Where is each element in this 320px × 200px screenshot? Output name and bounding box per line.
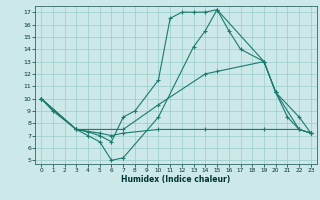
- X-axis label: Humidex (Indice chaleur): Humidex (Indice chaleur): [121, 175, 231, 184]
